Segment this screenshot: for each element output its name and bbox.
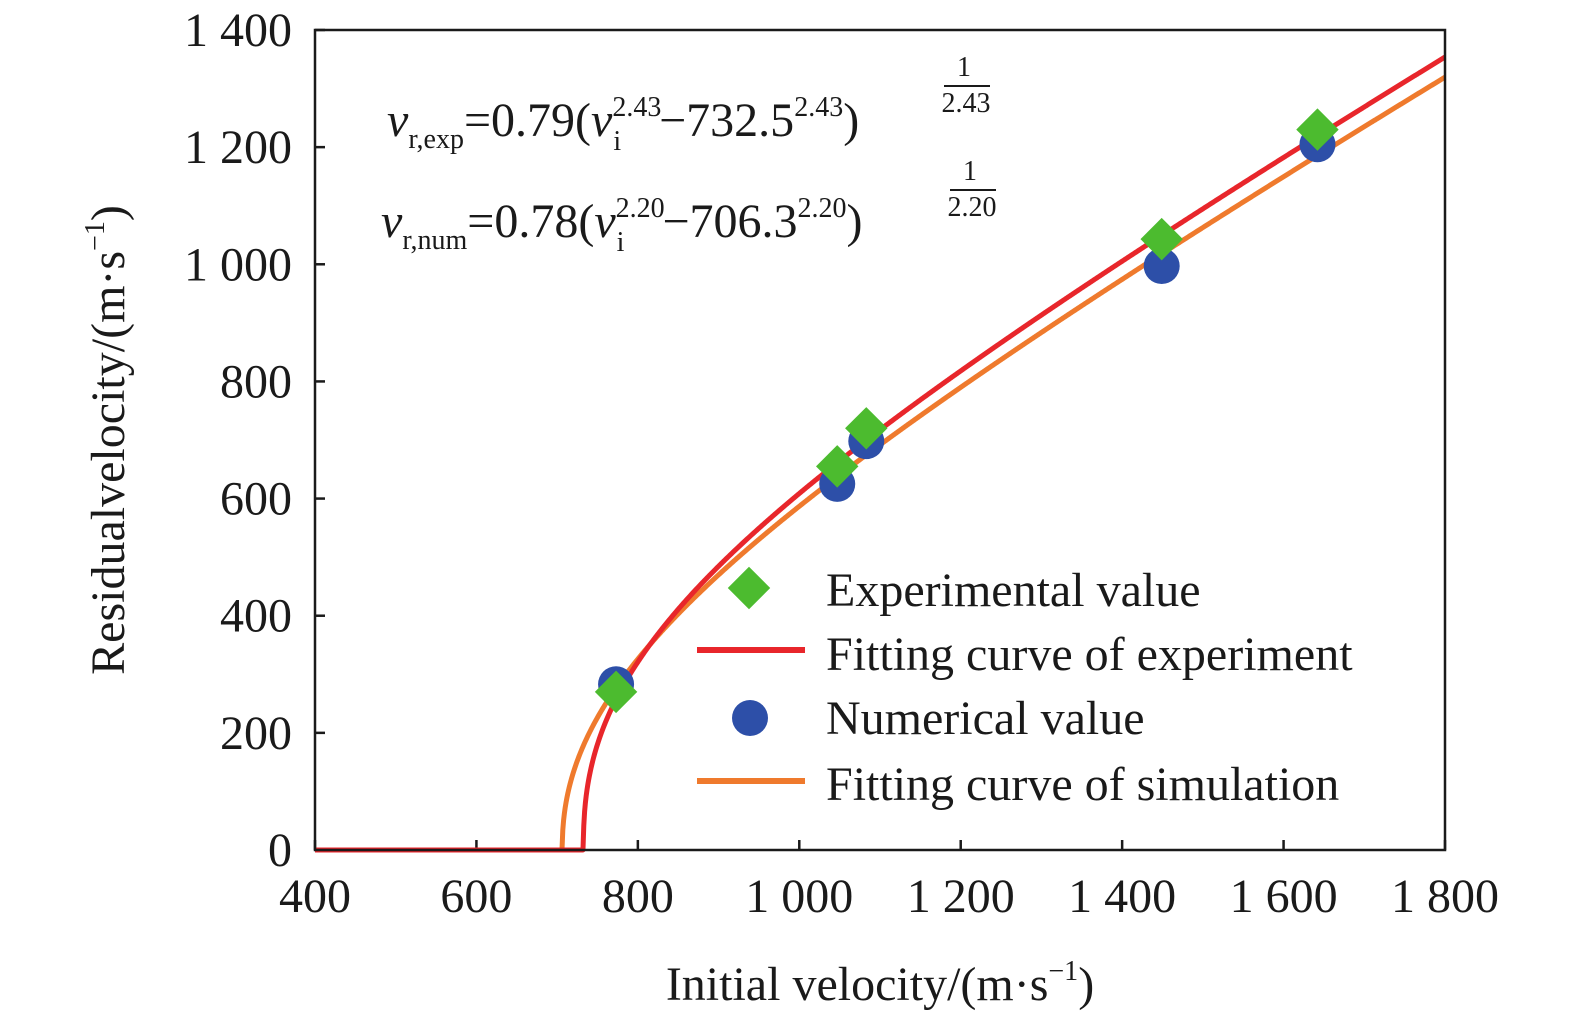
- eq2-exp1: 2.20: [616, 193, 665, 224]
- y-tick-label: 600: [220, 473, 292, 526]
- tick-labels: 400 600 800 1 000 1 200 1 400 1 600 1 800 0 200 40…: [184, 4, 1499, 923]
- eq1-mid: −732.5: [659, 94, 794, 147]
- eq2-mid: −706.3: [662, 195, 797, 248]
- plot-frame: [313, 28, 1447, 852]
- experimental-value-point: [1140, 217, 1183, 261]
- x-tick-label: 800: [602, 870, 674, 923]
- eq1-close: ): [843, 94, 859, 147]
- y-tick-label: 200: [220, 707, 292, 760]
- legend-label: Fitting curve of experiment: [826, 628, 1353, 681]
- x-tick-label: 1 600: [1230, 870, 1338, 923]
- eq2-frac-den: 2.20: [948, 192, 997, 223]
- eq2-exp2: 2.20: [798, 193, 847, 224]
- eq1-vi: v: [591, 94, 613, 147]
- eq1-v: v: [387, 94, 409, 147]
- eq2-vi: v: [594, 195, 616, 248]
- x-axis-title-text: Initial velocity/(m·s: [666, 958, 1049, 1011]
- eq2-close: ): [847, 195, 863, 248]
- axis-ticks: [313, 28, 1447, 852]
- x-tick-label: 1 800: [1391, 870, 1499, 923]
- y-tick-label: 0: [268, 824, 292, 877]
- eq2-sub: r,num: [402, 225, 467, 256]
- y-axis-title-tail: ): [82, 205, 135, 221]
- legend-circle-icon: [732, 700, 768, 736]
- svg-text:vr,num=0.78(v2.20i−706.32.20): vr,num=0.78(v2.20 i −706.32.20): [381, 193, 863, 258]
- eq2-frac-num: 1: [963, 156, 977, 187]
- x-tick-label: 1 200: [907, 870, 1015, 923]
- svg-text:vr,exp=0.79(v2.43i−732.52.43): vr,exp=0.79(v2.43 i −732.52.43): [387, 92, 859, 157]
- numerical-value-point: [1143, 248, 1180, 285]
- y-axis-title-text: Residualvelocity/(m·s: [82, 251, 135, 675]
- eq1-frac-num: 1: [957, 52, 971, 83]
- y-tick-label: 1 200: [184, 121, 292, 174]
- x-tick-label: 1 000: [745, 870, 853, 923]
- legend-item-fitting-curve-simulation: Fitting curve of simulation: [697, 758, 1339, 811]
- y-tick-label: 800: [220, 355, 292, 408]
- y-axis-title: Residualvelocity/(m·s−1): [80, 205, 135, 675]
- eq2-coef: =0.78(: [467, 195, 594, 248]
- legend: Experimental value Fitting curve of expe…: [697, 564, 1353, 811]
- legend-item-experimental-value: Experimental value: [727, 564, 1201, 617]
- legend-label: Experimental value: [826, 564, 1201, 617]
- eq2-vi-sub: i: [617, 227, 625, 258]
- x-tick-label: 600: [440, 870, 512, 923]
- eq1-frac-den: 2.43: [942, 88, 991, 119]
- equation-experiment: vr,exp=0.79(v2.43 i −732.52.43) 1 2.43: [387, 52, 991, 157]
- y-tick-label: 400: [220, 590, 292, 643]
- x-axis-title-sup: −1: [1048, 956, 1078, 987]
- x-axis-title-tail: ): [1078, 958, 1094, 1011]
- experimental-value-point: [1296, 108, 1339, 151]
- legend-item-numerical-value: Numerical value: [732, 692, 1145, 745]
- eq1-exp2: 2.43: [794, 92, 843, 123]
- eq1-coef: =0.79(: [464, 94, 591, 147]
- legend-item-fitting-curve-experiment: Fitting curve of experiment: [697, 628, 1353, 681]
- y-tick-label: 1 400: [184, 4, 292, 57]
- y-tick-label: 1 000: [184, 238, 292, 291]
- x-tick-label: 400: [279, 870, 351, 923]
- eq1-vi-sub: i: [613, 126, 621, 157]
- legend-diamond-icon: [727, 566, 771, 610]
- eq2-v: v: [381, 195, 403, 248]
- eq1-sub: r,exp: [408, 124, 464, 155]
- y-axis-title-sup: −1: [80, 221, 111, 251]
- legend-label: Numerical value: [826, 692, 1145, 745]
- x-tick-label: 1 400: [1068, 870, 1176, 923]
- eq1-exp1: 2.43: [612, 92, 661, 123]
- x-axis-title: Initial velocity/(m·s−1): [666, 956, 1094, 1011]
- legend-label: Fitting curve of simulation: [826, 758, 1339, 811]
- equation-simulation: vr,num=0.78(v2.20 i −706.32.20) 1 2.20: [381, 156, 997, 258]
